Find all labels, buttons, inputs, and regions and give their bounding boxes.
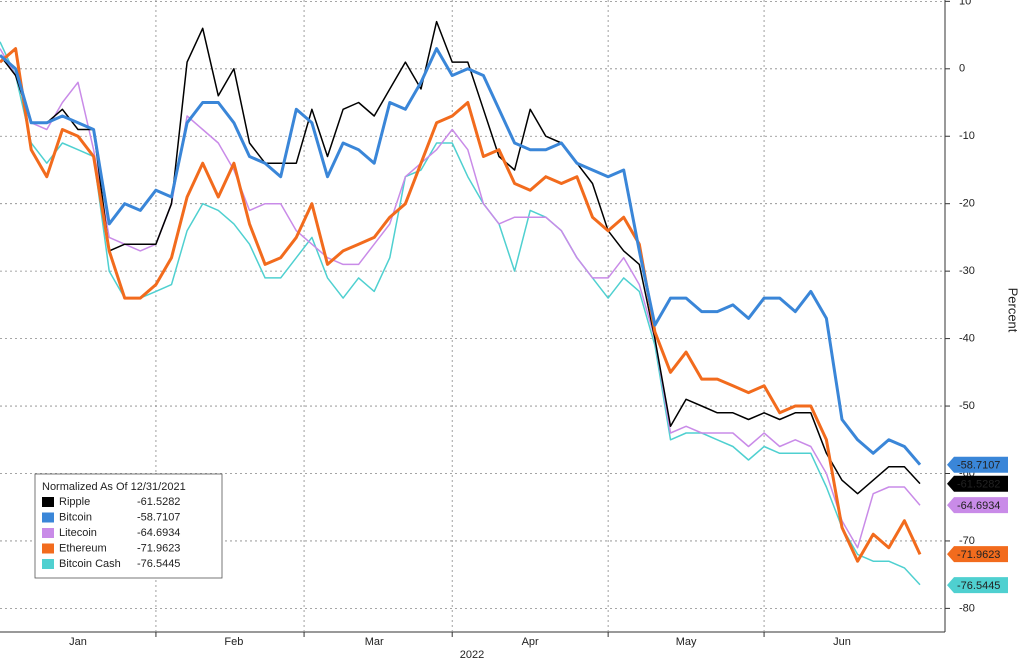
value-tag-box	[947, 497, 1008, 514]
x-tick-label: Feb	[224, 636, 243, 648]
y-tick-label: 0	[959, 63, 965, 75]
legend-value: -61.5282	[137, 496, 180, 508]
y-tick-label: 10	[959, 0, 971, 7]
legend-value: -64.6934	[137, 527, 180, 539]
value-tag-box	[947, 546, 1008, 563]
legend-value: -71.9623	[137, 542, 180, 554]
x-axis-label: 2022	[460, 649, 484, 661]
value-tag: -71.9623	[947, 546, 1008, 563]
value-tag-label: -61.5282	[957, 479, 1000, 491]
y-tick-label: -70	[959, 535, 975, 547]
legend-swatch	[42, 543, 54, 554]
value-tag-box	[947, 577, 1008, 594]
legend-title: Normalized As Of 12/31/2021	[42, 481, 186, 493]
series-line	[0, 47, 922, 466]
legend-label: Litecoin	[59, 527, 97, 539]
legend-box	[34, 473, 223, 579]
value-tag: -76.5445	[947, 577, 1008, 594]
value-tag-box	[947, 475, 1008, 492]
legend-value: -58.7107	[137, 511, 180, 523]
legend-label: Ethereum	[59, 542, 107, 554]
y-tick-label: -40	[959, 333, 975, 345]
value-tag-box	[947, 456, 1008, 473]
series-line	[0, 47, 922, 563]
value-tag-label: -64.6934	[957, 500, 1000, 512]
y-tick-label: -50	[959, 400, 975, 412]
value-tag-label: -58.7107	[957, 460, 1000, 472]
legend-label: Bitcoin	[59, 511, 92, 523]
legend-swatch	[42, 512, 54, 523]
y-tick-label: -10	[959, 130, 975, 142]
x-tick-label: Jan	[69, 636, 87, 648]
x-tick-label: May	[676, 636, 697, 648]
series-line	[0, 48, 921, 549]
x-tick-label: Jun	[833, 636, 851, 648]
legend-label: Ripple	[59, 496, 90, 508]
value-tag: -58.7107	[947, 456, 1008, 473]
value-tag-label: -71.9623	[957, 549, 1000, 561]
y-axis-label: Percent	[1006, 288, 1021, 333]
legend-label: Bitcoin Cash	[59, 558, 121, 570]
x-tick-label: Mar	[365, 636, 384, 648]
y-tick-label: -30	[959, 265, 975, 277]
legend-swatch	[42, 528, 54, 538]
legend-value: -76.5445	[137, 558, 180, 570]
y-tick-label: -20	[959, 198, 975, 210]
legend-swatch	[42, 497, 54, 507]
y-tick-label: -80	[959, 602, 975, 614]
value-tag: -64.6934	[947, 497, 1008, 514]
legend-swatch	[42, 559, 54, 569]
legend: Normalized As Of 12/31/2021 Ripple -61.528…	[34, 473, 223, 579]
value-tag: -61.5282	[947, 475, 1008, 492]
x-tick-label: Apr	[522, 636, 539, 648]
series-line	[0, 20, 921, 495]
series-line	[0, 41, 921, 586]
value-tag-label: -76.5445	[957, 580, 1000, 592]
